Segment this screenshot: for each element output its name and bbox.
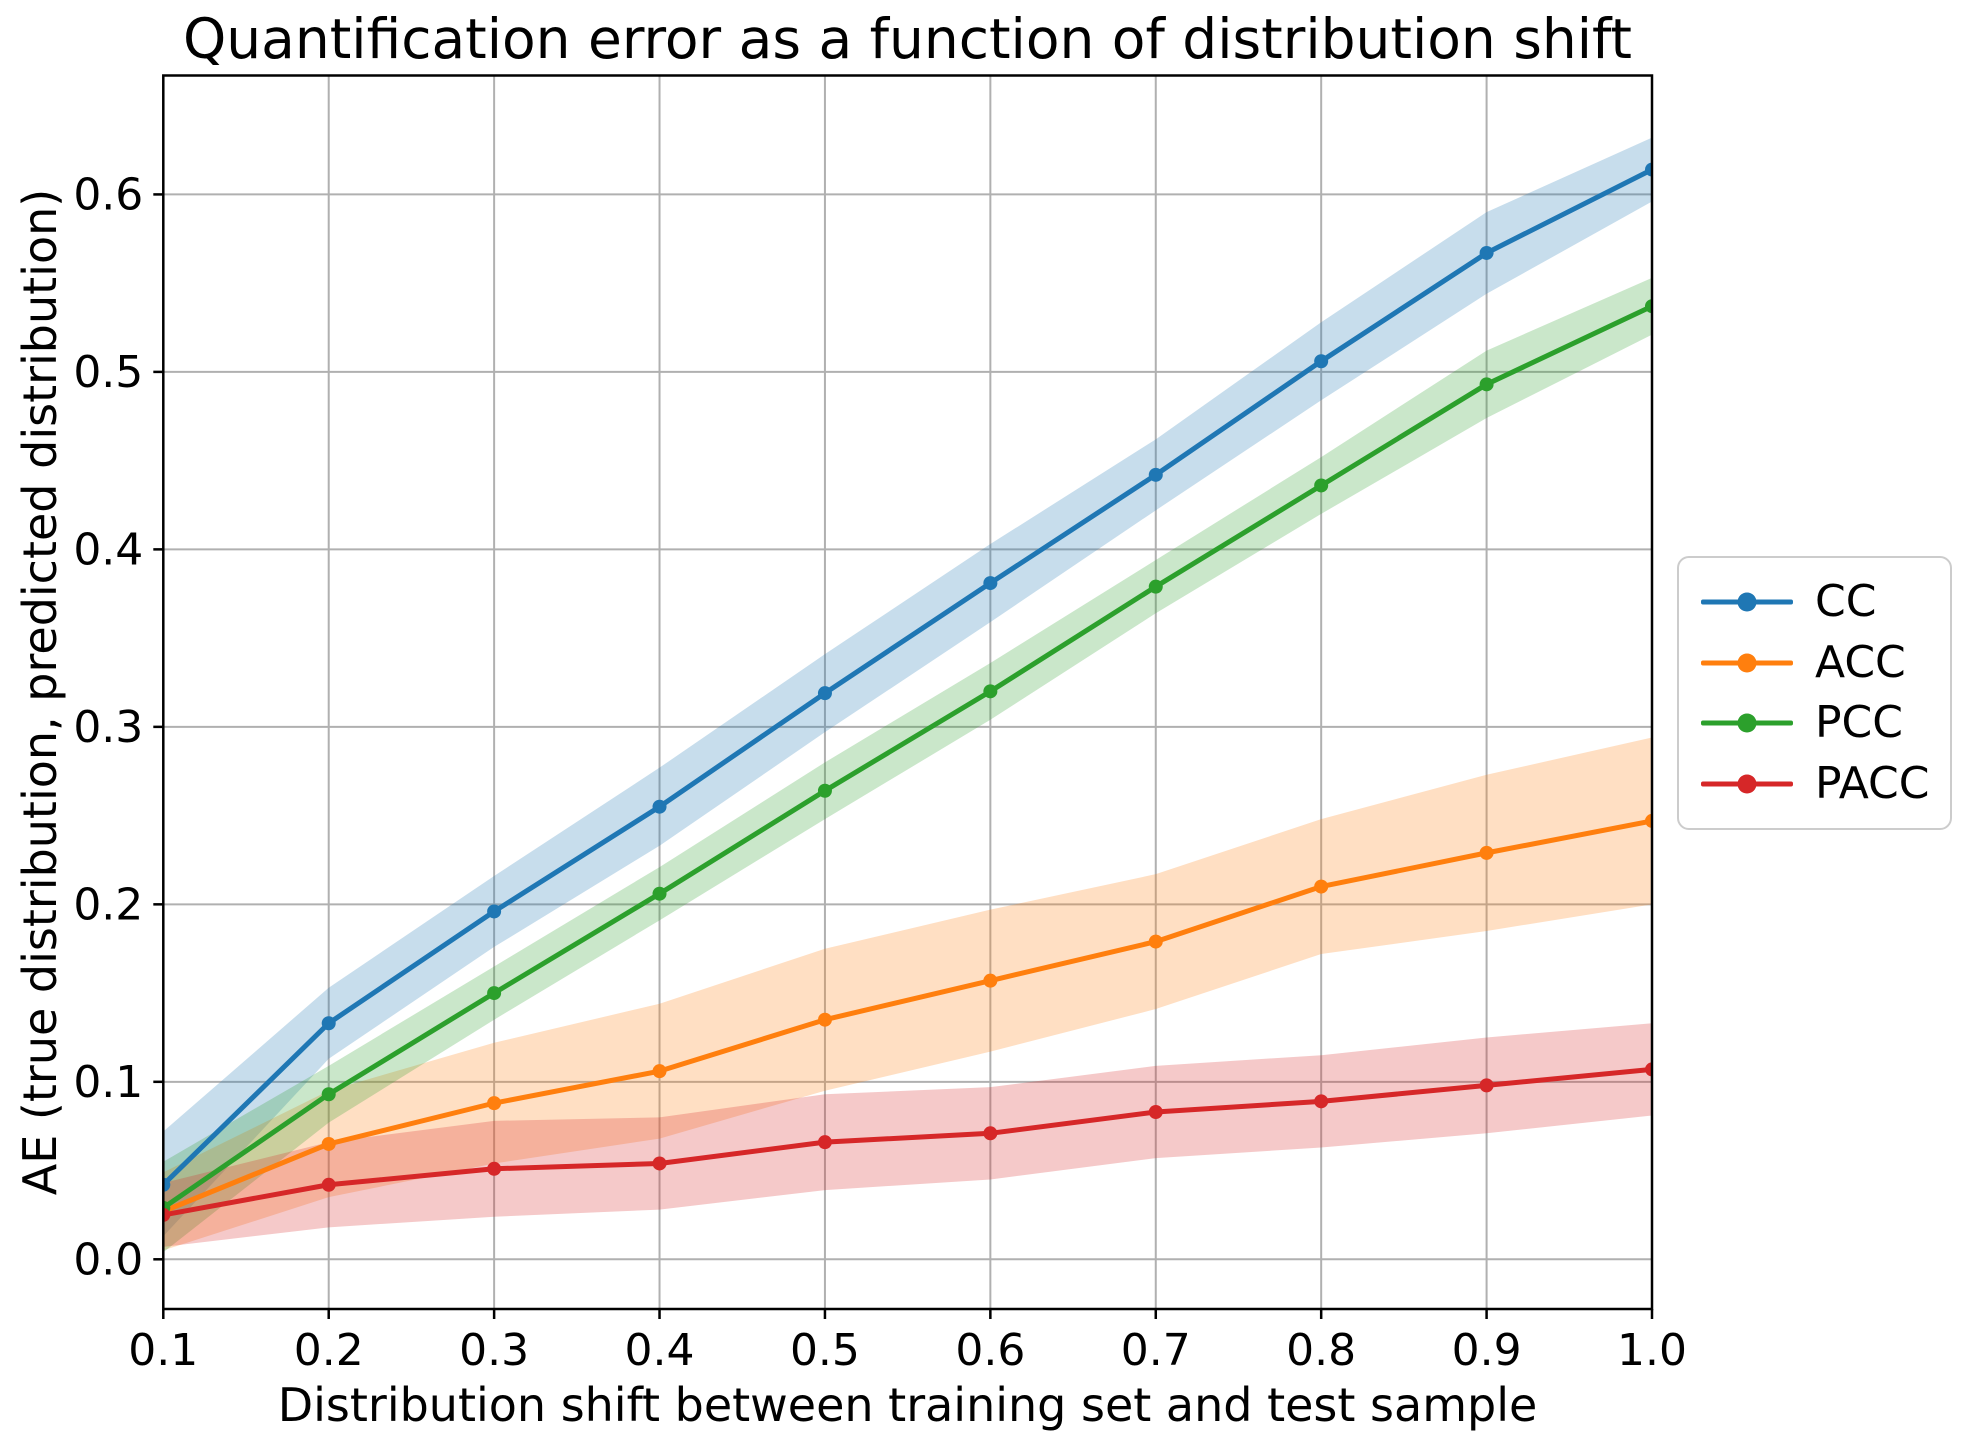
y-tick-label: 0.4 (73, 524, 143, 575)
data-point-pcc (487, 986, 502, 1001)
tick-labels: 0.1 0.2 0.3 0.4 0.5 0.6 0.7 0.8 0.9 1.0 0.0 0.1 0.2 0… (73, 169, 1687, 1376)
data-point-pacc (163, 1207, 171, 1222)
series-layer (163, 137, 1652, 1253)
series-line-acc (163, 818, 1652, 1214)
data-point-pacc (487, 1161, 502, 1176)
legend-dot-icon (1737, 713, 1757, 733)
data-point-pacc (1314, 1094, 1329, 1109)
legend-label: PCC (1815, 697, 1903, 749)
data-point-acc (983, 973, 998, 988)
series-line-pcc (163, 303, 1652, 1211)
data-point-cc (163, 1177, 171, 1192)
data-point-pcc (1479, 377, 1494, 392)
data-point-pcc (817, 783, 832, 798)
data-point-cc (1479, 245, 1494, 260)
legend-label: ACC (1815, 636, 1906, 688)
legend-item-pcc: PCC (1701, 701, 1950, 745)
confidence-band-acc (163, 737, 1652, 1251)
data-point-pacc (1645, 1062, 1652, 1077)
confidence-band-pacc (163, 1023, 1652, 1247)
data-point-pacc (1479, 1078, 1494, 1093)
x-tick-label: 0.6 (955, 1325, 1025, 1376)
x-tick-label: 0.2 (294, 1325, 364, 1376)
x-tick-label: 0.5 (790, 1325, 860, 1376)
y-tick-label: 0.6 (73, 169, 143, 220)
data-point-acc (1479, 845, 1494, 860)
axes-frame (162, 74, 1654, 1311)
data-point-acc (487, 1096, 502, 1111)
legend-label: PACC (1815, 757, 1930, 809)
legend-item-pacc: PACC (1701, 757, 1950, 809)
y-tick-label: 0.2 (73, 879, 143, 930)
y-tick-label: 0.1 (73, 1057, 143, 1108)
data-point-cc (1314, 354, 1329, 369)
data-point-pacc (817, 1135, 832, 1150)
data-point-pcc (652, 886, 667, 901)
y-tick-label: 0.3 (73, 702, 143, 753)
data-point-pcc (1314, 478, 1329, 493)
data-point-pacc (652, 1156, 667, 1171)
y-tick-label: 0.0 (73, 1234, 143, 1285)
data-point-pacc (1148, 1104, 1163, 1119)
series-line-pacc (163, 1066, 1652, 1218)
legend-dot-icon (1737, 653, 1757, 673)
ticks (153, 193, 1654, 1319)
x-tick-label: 0.3 (459, 1325, 529, 1376)
series-line-cc (163, 167, 1652, 1188)
data-point-acc (321, 1136, 336, 1151)
x-tick-label: 0.8 (1286, 1325, 1356, 1376)
y-axis-label: AE (true distribution, predicted distrib… (13, 188, 67, 1196)
data-point-acc (652, 1064, 667, 1079)
x-tick-label: 1.0 (1617, 1325, 1687, 1376)
legend: CC ACC PCC PACC (1677, 556, 1952, 830)
data-point-acc (1645, 813, 1652, 828)
confidence-band-pcc (163, 277, 1652, 1253)
data-point-pcc (983, 684, 998, 699)
data-point-pacc (321, 1177, 336, 1192)
data-point-cc (1645, 162, 1652, 177)
x-tick-label: 0.7 (1121, 1325, 1191, 1376)
data-point-cc (321, 1016, 336, 1031)
legend-line-marker-icon (1701, 701, 1793, 745)
legend-line-marker-icon (1701, 580, 1793, 624)
data-point-cc (817, 686, 832, 701)
legend-label: CC (1815, 576, 1877, 628)
confidence-band-cc (163, 137, 1652, 1237)
data-point-pacc (983, 1126, 998, 1141)
data-point-cc (1148, 467, 1163, 482)
data-point-pcc (321, 1087, 336, 1102)
x-tick-label: 0.9 (1452, 1325, 1522, 1376)
data-point-pcc (1645, 299, 1652, 314)
data-point-acc (1314, 879, 1329, 894)
legend-dot-icon (1737, 592, 1757, 612)
chart-title: Quantification error as a function of di… (183, 7, 1632, 71)
data-point-acc (817, 1012, 832, 1027)
data-point-cc (487, 904, 502, 919)
data-point-cc (652, 799, 667, 814)
data-point-cc (983, 576, 998, 591)
data-point-acc (1148, 934, 1163, 949)
legend-line-marker-icon (1701, 762, 1793, 806)
legend-line-marker-icon (1701, 641, 1793, 685)
y-tick-label: 0.5 (73, 347, 143, 398)
data-point-pcc (1148, 579, 1163, 594)
x-axis-label: Distribution shift between training set … (277, 1378, 1538, 1432)
legend-dot-icon (1737, 774, 1757, 794)
x-tick-label: 0.4 (625, 1325, 695, 1376)
x-tick-label: 0.1 (128, 1325, 198, 1376)
legend-item-cc: CC (1701, 580, 1950, 624)
legend-item-acc: ACC (1701, 636, 1950, 688)
